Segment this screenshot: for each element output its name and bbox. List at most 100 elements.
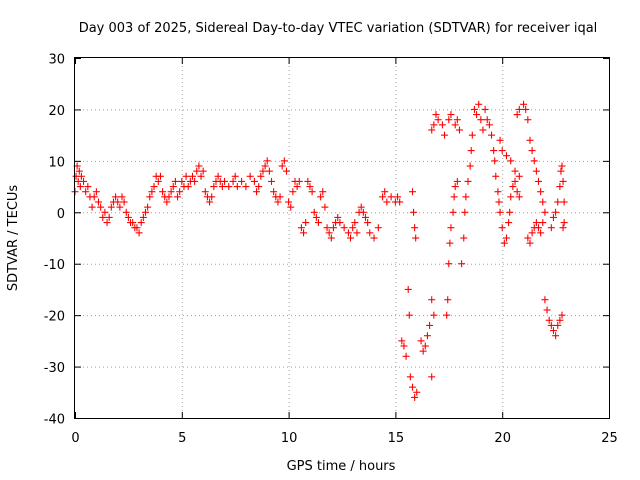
data-point: [411, 393, 419, 401]
data-point: [483, 116, 491, 124]
data-point: [488, 131, 496, 139]
data-point: [535, 224, 543, 232]
data-point: [351, 219, 359, 227]
data-point: [150, 183, 158, 191]
data-point: [265, 167, 273, 175]
y-tick-label: 30: [48, 53, 65, 68]
data-point: [135, 229, 143, 237]
data-point: [317, 193, 325, 201]
data-point: [105, 213, 113, 221]
data-point: [537, 188, 545, 196]
data-point: [197, 172, 205, 180]
data-point: [408, 383, 416, 391]
data-point: [231, 172, 239, 180]
data-point: [541, 208, 549, 216]
data-point: [289, 188, 297, 196]
data-point: [394, 193, 402, 201]
data-point: [559, 224, 567, 232]
data-point: [201, 188, 209, 196]
data-point: [547, 224, 555, 232]
data-point: [477, 116, 485, 124]
data-point: [443, 311, 451, 319]
data-point: [509, 183, 517, 191]
data-point: [257, 172, 265, 180]
data-point: [304, 177, 312, 185]
data-point: [82, 188, 90, 196]
data-point: [526, 239, 534, 247]
data-point: [460, 234, 468, 242]
data-point: [558, 311, 566, 319]
data-point: [532, 167, 540, 175]
y-tick-label: -20: [44, 310, 65, 325]
data-point: [541, 296, 549, 304]
data-point: [498, 224, 506, 232]
data-point: [270, 188, 278, 196]
data-point: [428, 373, 436, 381]
x-tick-label: 0: [71, 431, 79, 446]
data-point: [513, 188, 521, 196]
data-point: [511, 177, 519, 185]
data-point: [261, 162, 269, 170]
data-point: [522, 105, 530, 113]
data-point: [430, 121, 438, 129]
data-point: [80, 177, 88, 185]
data-point: [122, 208, 130, 216]
data-point: [557, 167, 565, 175]
y-tick-label: 10: [48, 155, 65, 170]
data-point: [530, 157, 538, 165]
data-point: [520, 100, 528, 108]
data-point: [461, 208, 469, 216]
data-point: [229, 177, 237, 185]
y-tick-label: 20: [48, 104, 65, 119]
data-point: [412, 234, 420, 242]
data-point: [255, 183, 263, 191]
data-point: [417, 337, 425, 345]
data-point: [129, 219, 137, 227]
data-point: [428, 296, 436, 304]
data-point: [336, 219, 344, 227]
data-point: [163, 198, 171, 206]
data-point: [97, 203, 105, 211]
data-point: [99, 213, 107, 221]
data-point: [547, 321, 555, 329]
x-tick-label: 5: [178, 431, 186, 446]
data-point: [421, 342, 429, 350]
data-point: [293, 183, 301, 191]
data-point: [208, 193, 216, 201]
data-point: [438, 121, 446, 129]
data-point: [559, 177, 567, 185]
data-point: [193, 167, 201, 175]
data-point: [349, 224, 357, 232]
data-point: [274, 198, 282, 206]
data-point: [347, 234, 355, 242]
data-point: [76, 183, 84, 191]
data-point: [419, 347, 427, 355]
data-point: [411, 224, 419, 232]
data-point: [470, 105, 478, 113]
data-point: [124, 213, 132, 221]
data-point: [445, 116, 453, 124]
data-point: [137, 219, 145, 227]
data-point: [502, 234, 510, 242]
data-point: [263, 157, 271, 165]
data-point: [496, 136, 504, 144]
data-point: [413, 388, 421, 396]
data-point: [253, 188, 261, 196]
data-point: [458, 260, 466, 268]
data-point: [184, 183, 192, 191]
data-point: [498, 147, 506, 155]
data-point: [221, 177, 229, 185]
axis-ticks: 0 5 10 15 20 25 -40 -30 -20 -10 0 10 20 30: [44, 53, 618, 447]
data-point: [116, 203, 124, 211]
data-point: [554, 321, 562, 329]
data-point: [242, 183, 250, 191]
x-tick-label: 20: [494, 431, 511, 446]
data-point: [165, 193, 173, 201]
data-point: [276, 193, 284, 201]
data-point: [387, 193, 395, 201]
data-point: [171, 177, 179, 185]
data-point: [490, 147, 498, 155]
data-point: [444, 296, 452, 304]
data-point: [250, 177, 258, 185]
data-point: [524, 234, 532, 242]
